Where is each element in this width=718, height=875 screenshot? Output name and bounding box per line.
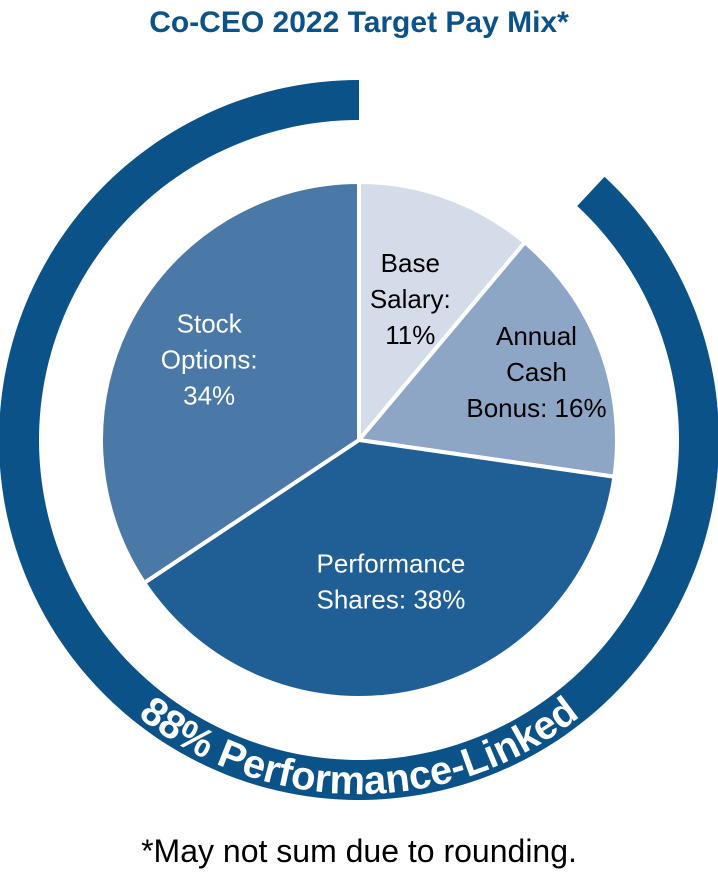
label-performance-shares: Performance Shares: 38% [317,548,466,614]
label-base-salary: Base Salary: 11% [370,248,451,350]
label-line: 11% [385,320,435,350]
slice-base-salary [357,179,528,446]
label-line: Base [381,248,440,278]
ring-label-path: 88% Performance-Linked [132,688,586,803]
slice-annual-cash-bonus [355,239,619,479]
footnote: *May not sum due to rounding. [141,833,577,869]
slice-labels: Base Salary: 11% Annual Cash Bonus: 16% Perfor… [161,248,607,614]
label-line: Annual [496,321,577,351]
label-line: Options: [161,345,258,375]
ring-label: 88% Performance-Linked [132,688,586,803]
label-line: Cash [506,357,567,387]
label-line: 34% [183,381,235,411]
label-line: Salary: [370,284,451,314]
label-stock-options: Stock Options: 34% [161,309,258,411]
label-line: Performance [317,548,466,578]
label-line: Stock [177,309,243,339]
slice-performance-shares [141,437,617,700]
label-annual-cash-bonus: Annual Cash Bonus: 16% [466,321,606,423]
chart-title: Co-CEO 2022 Target Pay Mix* [149,6,569,39]
slice-stock-options [99,179,361,586]
label-line: Bonus: 16% [466,393,606,423]
pie-slices [99,179,619,700]
label-line: Shares: 38% [317,584,466,614]
